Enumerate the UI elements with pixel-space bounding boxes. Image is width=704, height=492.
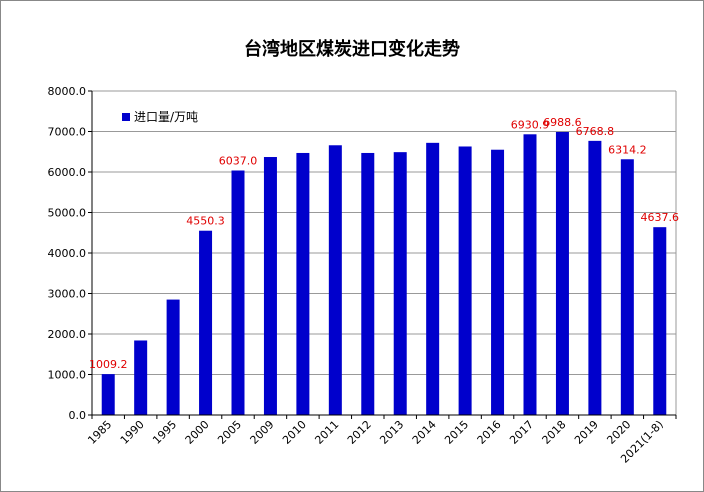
x-tick-label: 2000 xyxy=(183,418,212,447)
data-label: 4637.6 xyxy=(641,211,680,224)
bar xyxy=(426,142,440,415)
bar xyxy=(588,140,602,416)
bars xyxy=(101,131,667,416)
y-tick-label: 1000.0 xyxy=(48,369,87,382)
x-tick-label: 2009 xyxy=(248,418,277,447)
bar xyxy=(523,134,537,415)
bar xyxy=(199,230,213,415)
x-tick-label: 1990 xyxy=(118,418,147,447)
bar xyxy=(393,152,407,415)
bar xyxy=(653,227,667,415)
data-label: 4550.3 xyxy=(186,215,225,228)
x-tick-label: 2005 xyxy=(215,418,244,447)
x-tick-label: 2018 xyxy=(540,418,569,447)
chart-title: 台湾地区煤炭进口变化走势 xyxy=(244,39,460,60)
data-label: 6314.2 xyxy=(608,143,647,156)
x-tick-label: 2016 xyxy=(475,418,504,447)
data-label: 1009.2 xyxy=(89,358,128,371)
y-tick-label: 8000.0 xyxy=(48,85,87,98)
x-tick-label: 2012 xyxy=(345,418,374,447)
y-tick-label: 0.0 xyxy=(69,409,87,422)
x-tick-label: 1985 xyxy=(85,418,114,447)
y-tick-label: 2000.0 xyxy=(48,328,87,341)
x-tick-label: 2014 xyxy=(410,418,439,447)
bar xyxy=(328,145,342,415)
data-label: 6768.8 xyxy=(576,125,615,138)
x-tick-label: 1995 xyxy=(150,418,179,447)
grid-lines xyxy=(92,90,677,415)
x-tick-label: 2019 xyxy=(572,418,601,447)
legend-label: 进口量/万吨 xyxy=(134,110,198,124)
bar xyxy=(134,340,148,415)
x-tick-label: 2011 xyxy=(312,418,341,447)
bar xyxy=(361,152,375,415)
bar xyxy=(555,131,569,415)
bar xyxy=(231,170,245,415)
bar xyxy=(101,374,115,415)
data-label: 6988.6 xyxy=(543,116,582,129)
axes: 0.0 1000.0 2000.0 3000.0 4000.0 5000.0 6000.0 7… xyxy=(48,85,677,466)
bar xyxy=(620,159,634,415)
legend: 进口量/万吨 xyxy=(122,110,198,124)
x-tick-label: 2020 xyxy=(604,418,633,447)
y-tick-label: 5000.0 xyxy=(48,207,87,220)
bar xyxy=(296,152,310,415)
data-label: 6930.9 xyxy=(511,118,550,131)
x-tick-label: 2017 xyxy=(507,418,536,447)
bar xyxy=(458,146,472,416)
y-tick-label: 4000.0 xyxy=(48,247,87,260)
bar xyxy=(491,149,505,415)
bar xyxy=(166,299,180,415)
x-tick-label: 2015 xyxy=(442,418,471,447)
y-tick-label: 3000.0 xyxy=(48,288,87,301)
legend-swatch xyxy=(122,113,130,121)
y-tick-label: 7000.0 xyxy=(48,126,87,139)
x-tick-label: 2010 xyxy=(280,418,309,447)
y-tick-label: 6000.0 xyxy=(48,166,87,179)
data-label: 6037.0 xyxy=(219,155,258,168)
x-tick-label: 2013 xyxy=(377,418,406,447)
bar xyxy=(263,157,277,415)
